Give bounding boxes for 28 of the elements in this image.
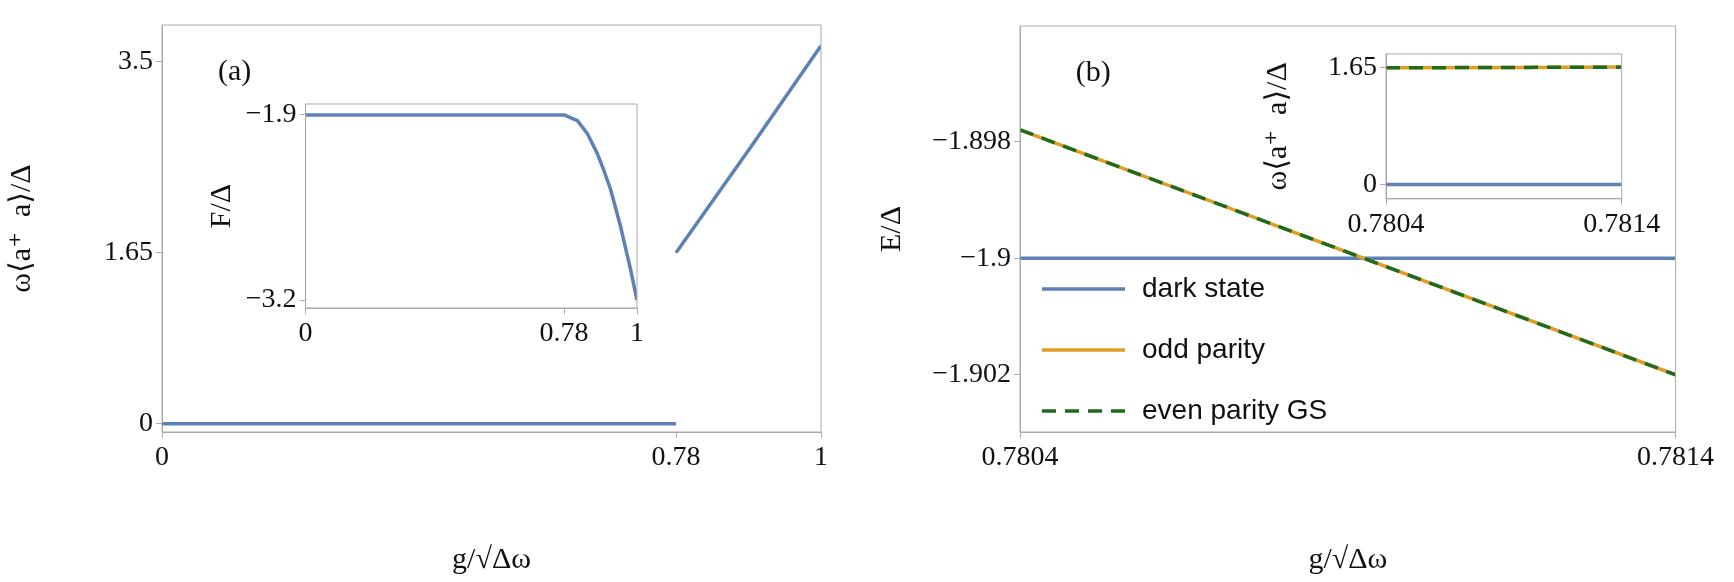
x-tick-label: 0.7804 — [981, 440, 1059, 472]
x-tick-label: 0.78 — [651, 440, 701, 472]
y-tick-label: −1.898 — [932, 123, 1011, 155]
x-tick-label: 0.7814 — [1582, 207, 1660, 239]
x-tick-label: 0.78 — [539, 316, 589, 348]
y-tick-label: 3.5 — [118, 43, 153, 75]
y-axis-title: E/Δ — [872, 206, 906, 252]
x-tick-label: 0.7804 — [1347, 207, 1425, 239]
y-tick-label: 1.65 — [1327, 50, 1377, 82]
y-tick-label: −1.9 — [245, 97, 297, 129]
annotation: (b) — [1075, 53, 1111, 88]
y-tick-label: 1.65 — [104, 235, 153, 267]
x-axis-title: g/√Δω — [452, 540, 531, 574]
y-tick-label: −1.902 — [932, 357, 1011, 389]
y-axis-title: F/Δ — [202, 183, 236, 229]
x-tick-label: 1 — [814, 440, 828, 472]
legend-label: odd parity — [1142, 332, 1265, 364]
y-tick-label: −1.9 — [960, 240, 1011, 272]
x-tick-label: 1 — [630, 316, 644, 348]
y-tick-label: 0 — [139, 406, 153, 438]
y-axis-title: ω⟨a⁺ a⟩/Δ — [1258, 62, 1292, 191]
legend-label: even parity GS — [1142, 393, 1328, 425]
y-tick-label: −3.2 — [245, 282, 297, 314]
y-axis-title: ω⟨a⁺ a⟩/Δ — [2, 164, 36, 293]
legend-label: dark state — [1142, 271, 1265, 303]
annotation: (a) — [218, 52, 252, 87]
x-tick-label: 0.7814 — [1637, 440, 1715, 472]
x-axis-title: g/√Δω — [1308, 540, 1388, 574]
